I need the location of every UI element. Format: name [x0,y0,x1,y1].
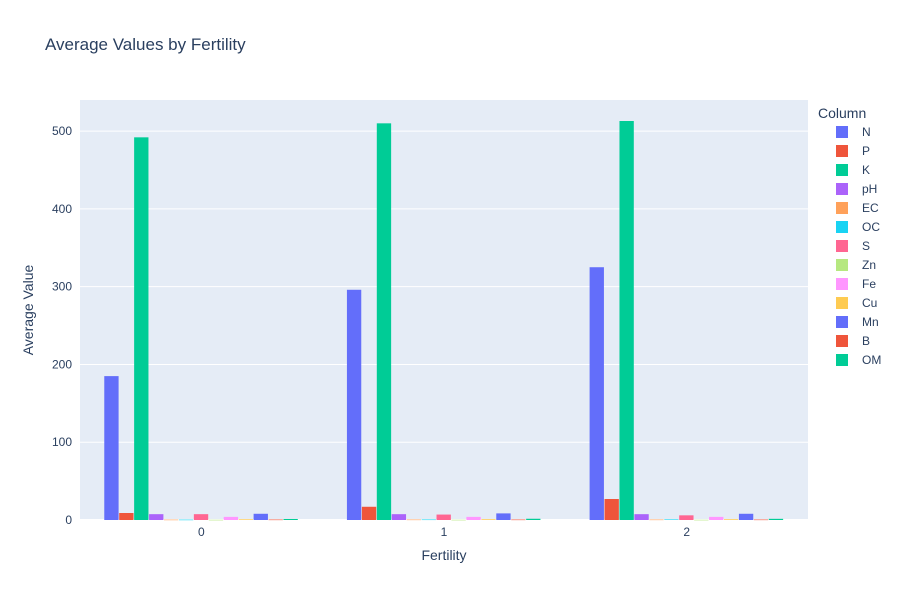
legend-swatch [836,202,848,214]
legend-item-n[interactable]: N [836,125,871,139]
legend-label: OC [862,220,880,234]
y-tick-label: 0 [65,513,72,527]
legend-label: B [862,334,870,348]
legend-label: K [862,163,870,177]
bar-k-0[interactable] [134,137,149,520]
bars [104,121,784,521]
bar-fe-0[interactable] [223,516,239,520]
bar-ph-1[interactable] [391,514,407,520]
bar-mn-2[interactable] [738,513,754,520]
legend-item-fe[interactable]: Fe [836,277,876,291]
legend-item-k[interactable]: K [836,163,870,177]
legend-swatch [836,221,848,233]
legend-swatch [836,145,848,157]
bar-k-1[interactable] [376,123,392,520]
bar-s-0[interactable] [193,514,209,520]
legend-item-s[interactable]: S [836,239,870,253]
bar-p-1[interactable] [361,506,377,520]
bar-om-2[interactable] [768,518,784,520]
legend-label: pH [862,182,877,196]
legend-item-b[interactable]: B [836,334,870,348]
bar-mn-1[interactable] [496,513,511,520]
legend-label: Zn [862,258,876,272]
bar-fe-1[interactable] [466,516,481,520]
bar-ec-1[interactable] [406,519,421,521]
y-tick-label: 400 [52,202,72,216]
legend-item-p[interactable]: P [836,144,870,158]
legend-swatch [836,354,848,366]
chart-title: Average Values by Fertility [45,35,246,54]
legend-label: Cu [862,296,877,310]
legend-swatch [836,259,848,271]
plot-area [80,100,808,520]
y-tick-label: 300 [52,280,72,294]
legend-swatch [836,316,848,328]
legend-swatch [836,240,848,252]
legend-item-zn[interactable]: Zn [836,258,876,272]
legend-label: S [862,239,870,253]
legend-label: Mn [862,315,879,329]
bar-cu-2[interactable] [724,519,739,520]
legend-swatch [836,126,848,138]
y-tick-label: 500 [52,124,72,138]
bar-ec-0[interactable] [164,519,179,521]
bar-zn-0[interactable] [208,519,224,521]
x-tick-label: 2 [683,525,690,539]
bar-ph-0[interactable] [149,514,164,520]
bar-ph-2[interactable] [634,514,649,520]
legend-swatch [836,278,848,290]
legend-label: EC [862,201,879,215]
legend-label: OM [862,353,881,367]
bar-cu-0[interactable] [238,519,253,520]
legend-item-mn[interactable]: Mn [836,315,879,329]
legend-swatch [836,335,848,347]
legend-label: Fe [862,277,876,291]
x-tick-labels: 0 1 2 [198,525,690,539]
bar-om-1[interactable] [526,518,541,520]
legend-item-cu[interactable]: Cu [836,296,877,310]
legend-swatch [836,297,848,309]
bar-n-1[interactable] [346,289,362,520]
y-tick-label: 100 [52,435,72,449]
bar-s-1[interactable] [436,514,451,520]
legend-title: Column [818,105,866,121]
bar-zn-2[interactable] [694,519,709,521]
y-axis-title: Average Value [20,265,36,356]
bar-zn-1[interactable] [451,519,466,521]
bar-oc-1[interactable] [421,519,436,521]
legend-item-om[interactable]: OM [836,353,881,367]
bar-p-0[interactable] [119,513,134,520]
legend-item-ec[interactable]: EC [836,201,879,215]
bar-n-0[interactable] [104,376,119,520]
bar-s-2[interactable] [679,515,694,520]
bar-n-2[interactable] [589,267,604,520]
bar-oc-2[interactable] [664,519,679,520]
x-tick-label: 0 [198,525,205,539]
bar-k-2[interactable] [619,121,634,520]
y-tick-labels: 0 100 200 300 400 500 [52,124,72,527]
bar-om-0[interactable] [283,518,298,520]
bar-oc-0[interactable] [178,519,194,521]
x-tick-label: 1 [441,525,448,539]
legend-item-oc[interactable]: OC [836,220,880,234]
bar-p-2[interactable] [604,499,619,520]
legend-swatch [836,164,848,176]
bar-mn-0[interactable] [253,513,268,520]
y-tick-label: 200 [52,357,72,371]
legend-swatch [836,183,848,195]
legend-label: N [862,125,871,139]
x-axis-title: Fertility [421,547,466,563]
bar-b-1[interactable] [511,519,526,521]
legend-label: P [862,144,870,158]
bar-b-2[interactable] [753,519,769,521]
bar-ec-2[interactable] [649,519,664,521]
bar-b-0[interactable] [268,519,283,521]
bar-cu-1[interactable] [481,519,496,520]
legend-item-ph[interactable]: pH [836,182,877,196]
bar-fe-2[interactable] [709,516,724,520]
